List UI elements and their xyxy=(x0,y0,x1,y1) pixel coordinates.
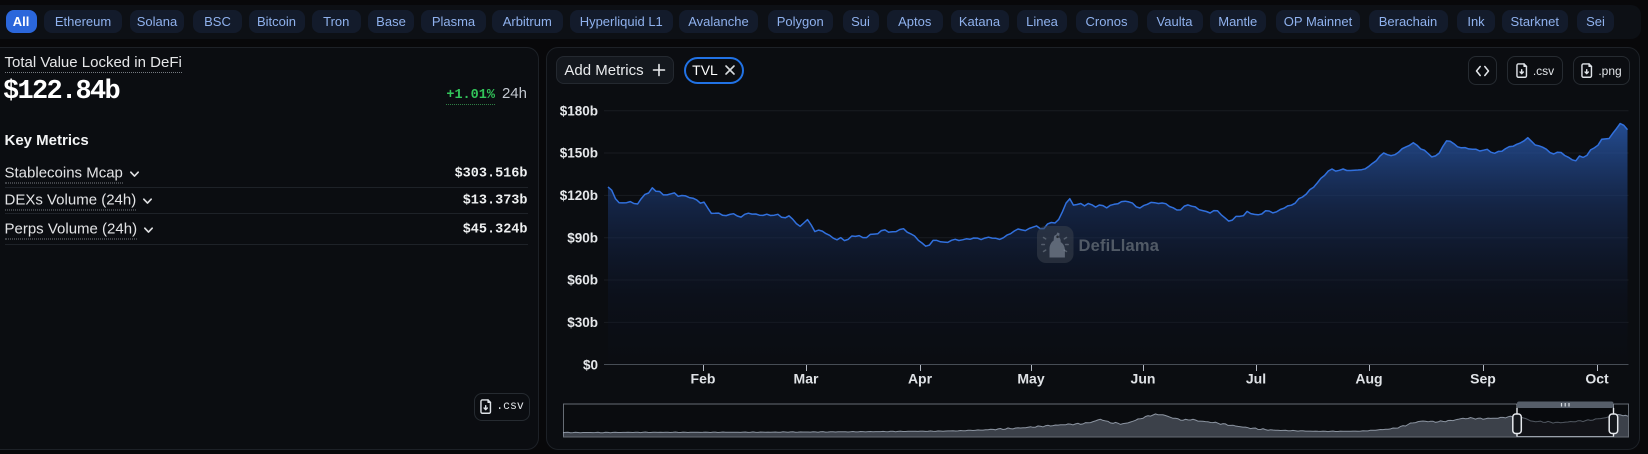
svg-text:May: May xyxy=(1017,371,1044,387)
svg-text:$90b: $90b xyxy=(567,230,598,245)
svg-text:Mar: Mar xyxy=(794,371,819,387)
svg-text:Oct: Oct xyxy=(1585,371,1609,387)
svg-text:$30b: $30b xyxy=(567,315,598,330)
svg-text:Apr: Apr xyxy=(908,371,933,387)
svg-text:DefiLlama: DefiLlama xyxy=(1079,237,1160,255)
svg-text:Aug: Aug xyxy=(1355,371,1382,387)
svg-text:Feb: Feb xyxy=(691,371,716,387)
svg-text:$60b: $60b xyxy=(567,273,598,288)
svg-text:$150b: $150b xyxy=(560,146,598,161)
svg-text:$120b: $120b xyxy=(560,188,598,203)
svg-text:Jul: Jul xyxy=(1246,371,1266,387)
svg-text:$0: $0 xyxy=(583,357,598,372)
svg-text:Jun: Jun xyxy=(1131,371,1156,387)
svg-text:$180b: $180b xyxy=(560,103,598,118)
svg-text:Sep: Sep xyxy=(1470,371,1496,387)
